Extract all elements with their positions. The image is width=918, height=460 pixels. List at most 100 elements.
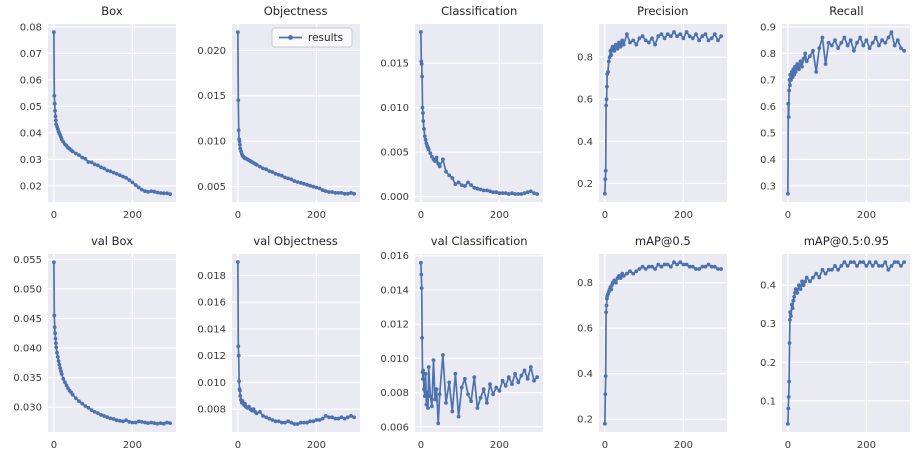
- svg-text:0.016: 0.016: [381, 251, 410, 262]
- svg-text:0.014: 0.014: [381, 285, 410, 296]
- chart-canvas-val-classification: 0.006 0.008 0.010 0.012 0.014 0.016 0 200: [381, 251, 544, 451]
- svg-text:0.010: 0.010: [197, 137, 226, 148]
- svg-text:0.008: 0.008: [197, 405, 226, 416]
- svg-text:0.2: 0.2: [577, 179, 593, 190]
- svg-text:0.03: 0.03: [20, 155, 42, 166]
- subplot-classification: Classification 0.000 0.005 0.010 0.015 0 200: [367, 0, 551, 230]
- axes-background: [598, 254, 727, 432]
- svg-text:0.08: 0.08: [20, 22, 42, 33]
- svg-text:0.012: 0.012: [197, 351, 226, 362]
- svg-text:200: 200: [674, 210, 693, 221]
- subplot-title-map-0-5-0-95: mAP@0.5:0.95: [803, 234, 890, 248]
- subplot-map-0-5-0-95: mAP@0.5:0.95 0.1 0.2 0.3 0.4 0 200: [734, 230, 918, 460]
- y-tick-labels: 0.3 0.4 0.5 0.6 0.7 0.8 0.9: [760, 22, 776, 192]
- series-markers-recall: [786, 30, 907, 196]
- y-tick-labels: 0.2 0.4 0.6 0.8: [577, 53, 593, 190]
- svg-text:0.8: 0.8: [577, 53, 593, 64]
- subplot-precision: Precision 0.2 0.4 0.6 0.8 0 200: [551, 0, 735, 230]
- series-markers-val-classification: [419, 260, 540, 426]
- svg-text:0.06: 0.06: [20, 75, 42, 86]
- x-tick-labels: 0 200: [785, 210, 876, 221]
- subplot-title-val-classification: val Classification: [430, 234, 528, 248]
- subplot-val-box: val Box 0.030 0.035 0.040 0.045 0.050 0.055 0 2…: [0, 230, 184, 460]
- gridlines: [598, 254, 727, 432]
- svg-text:0: 0: [418, 210, 424, 221]
- axes-background: [598, 24, 727, 202]
- series-line-precision: [603, 31, 722, 195]
- x-tick-labels: 0 200: [601, 210, 692, 221]
- x-tick-labels: 0 200: [418, 440, 509, 451]
- svg-text:0.008: 0.008: [381, 388, 410, 399]
- x-tick-labels: 0 200: [51, 210, 142, 221]
- x-tick-labels: 0 200: [601, 440, 692, 451]
- svg-text:0: 0: [418, 440, 424, 451]
- subplot-recall: Recall 0.3 0.4 0.5 0.6 0.7 0.8 0.9 0 200: [734, 0, 918, 230]
- svg-text:0.6: 0.6: [760, 102, 776, 113]
- svg-text:200: 200: [306, 210, 325, 221]
- svg-text:0.012: 0.012: [381, 320, 410, 331]
- svg-text:0.8: 0.8: [577, 278, 593, 289]
- svg-text:0: 0: [785, 440, 791, 451]
- svg-text:0.8: 0.8: [760, 49, 776, 60]
- svg-text:200: 200: [490, 440, 509, 451]
- subplot-title-recall: Recall: [829, 4, 864, 18]
- series-markers-precision: [602, 30, 723, 196]
- svg-text:0.4: 0.4: [577, 137, 593, 148]
- y-tick-labels: 0.2 0.4 0.6 0.8: [577, 278, 593, 426]
- svg-text:0.040: 0.040: [13, 344, 42, 355]
- series-markers-classification: [419, 30, 540, 196]
- chart-canvas-precision: 0.2 0.4 0.6 0.8 0 200: [577, 24, 727, 221]
- subplot-title-map-0-5: mAP@0.5: [634, 234, 691, 248]
- svg-text:0.7: 0.7: [760, 75, 776, 86]
- subplot-box: Box 0.02 0.03 0.04 0.05 0.06 0.07 0.08 0 200: [0, 0, 184, 230]
- svg-text:0.6: 0.6: [577, 324, 593, 335]
- y-tick-labels: 0.000 0.005 0.010 0.015: [381, 59, 410, 203]
- svg-text:0.07: 0.07: [20, 49, 42, 60]
- svg-text:0.3: 0.3: [760, 181, 776, 192]
- series-markers-map-0-5: [602, 260, 723, 426]
- legend-box: [271, 27, 353, 48]
- svg-text:0: 0: [51, 440, 57, 451]
- y-tick-labels: 0.1 0.2 0.3 0.4: [760, 281, 776, 408]
- subplot-val-objectness: val Objectness 0.008 0.010 0.012 0.014 0.016…: [184, 230, 368, 460]
- y-tick-labels: 0.030 0.035 0.040 0.045 0.050 0.055: [13, 255, 42, 414]
- chart-canvas-recall: 0.3 0.4 0.5 0.6 0.7 0.8 0.9 0 200: [760, 22, 911, 221]
- chart-canvas-val-objectness: 0.008 0.010 0.012 0.014 0.016 0.018 0 200: [197, 254, 360, 451]
- svg-text:0: 0: [601, 210, 607, 221]
- gridlines: [231, 254, 360, 432]
- svg-text:0.030: 0.030: [13, 403, 42, 414]
- svg-text:0.05: 0.05: [20, 102, 42, 113]
- svg-text:0.005: 0.005: [381, 148, 410, 159]
- svg-text:0: 0: [234, 440, 240, 451]
- axes-background: [47, 24, 176, 202]
- legend-label: results: [308, 32, 343, 44]
- svg-text:0.006: 0.006: [381, 422, 410, 433]
- svg-text:0.4: 0.4: [577, 369, 593, 380]
- axes-background: [415, 24, 544, 202]
- series-markers-val-box: [51, 260, 172, 426]
- chart-canvas-objectness: 0.005 0.010 0.015 0.020 0 200 results: [197, 24, 360, 221]
- legend-marker-sample: [287, 35, 293, 40]
- gridlines: [47, 254, 176, 432]
- x-tick-labels: 0 200: [234, 440, 325, 451]
- y-tick-labels: 0.02 0.03 0.04 0.05 0.06 0.07 0.08: [20, 22, 42, 192]
- subplot-title-precision: Precision: [637, 4, 689, 18]
- svg-text:200: 200: [674, 440, 693, 451]
- svg-text:0.000: 0.000: [381, 192, 410, 203]
- svg-text:0.035: 0.035: [13, 373, 42, 384]
- subplot-title-objectness: Objectness: [263, 4, 328, 18]
- chart-canvas-map-0-5: 0.2 0.4 0.6 0.8 0 200: [577, 254, 727, 451]
- svg-text:0.014: 0.014: [197, 324, 226, 335]
- svg-text:0.4: 0.4: [760, 281, 776, 292]
- svg-text:0: 0: [51, 210, 57, 221]
- series-markers-val-objectness: [235, 260, 356, 426]
- series-markers-map-0-5-0-95: [786, 260, 907, 426]
- svg-text:0.9: 0.9: [760, 22, 776, 33]
- svg-text:200: 200: [306, 440, 325, 451]
- series-line-recall: [787, 31, 906, 195]
- svg-text:0: 0: [785, 210, 791, 221]
- svg-text:0: 0: [601, 440, 607, 451]
- series-markers-objectness: [235, 30, 356, 196]
- series-line-map-0-5-0-95: [787, 261, 906, 425]
